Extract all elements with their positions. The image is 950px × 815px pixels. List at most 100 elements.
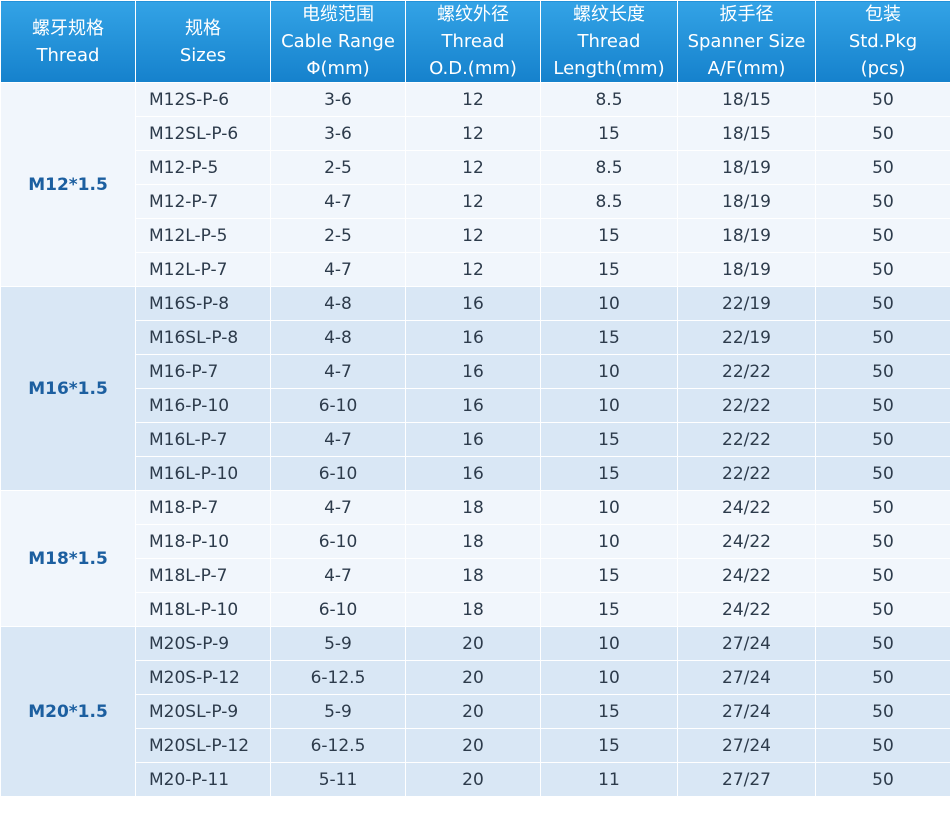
header-line: (pcs) [860,58,906,79]
model-cell: M18L-P-7 [135,558,271,593]
value-cell: 22/22 [677,354,816,389]
value-cell: 24/22 [677,524,816,559]
value-cell: 12 [405,252,541,287]
table-row: M20SL-P-12 6-12.5 20 15 27/24 50 [1,728,950,763]
header-line: 电缆范围 [302,4,374,25]
value-cell: 12 [405,82,541,117]
value-cell: 10 [540,490,678,525]
table-row: M16L-P-10 6-10 16 15 22/22 50 [1,456,950,491]
value-cell: 20 [405,694,541,729]
value-cell: 50 [815,558,950,593]
spec-table: 螺牙规格 Thread 规格 Sizes 电缆范围 Cable Range Φ(mm) 螺纹外… [0,0,950,797]
model-cell: M20-P-11 [135,762,271,797]
header-line: Spanner Size [687,31,806,52]
value-cell: 8.5 [540,184,678,219]
value-cell: 50 [815,184,950,219]
value-cell: 16 [405,388,541,423]
model-cell: M12-P-7 [135,184,271,219]
value-cell: 6-10 [270,592,406,627]
value-cell: 15 [540,320,678,355]
value-cell: 18 [405,558,541,593]
header-cell: 包装 Std.Pkg (pcs) [815,0,950,83]
table-row: M20-P-11 5-11 20 11 27/27 50 [1,762,950,797]
value-cell: 18/19 [677,218,816,253]
value-cell: 18/15 [677,116,816,151]
value-cell: 15 [540,218,678,253]
header-cell: 扳手径 Spanner Size A/F(mm) [677,0,816,83]
value-cell: 18/15 [677,82,816,117]
value-cell: 50 [815,626,950,661]
value-cell: 4-7 [270,184,406,219]
value-cell: 27/27 [677,762,816,797]
value-cell: 22/22 [677,388,816,423]
value-cell: 12 [405,150,541,185]
value-cell: 4-7 [270,354,406,389]
value-cell: 50 [815,116,950,151]
value-cell: 27/24 [677,728,816,763]
value-cell: 16 [405,354,541,389]
value-cell: 15 [540,422,678,457]
value-cell: 4-8 [270,320,406,355]
header-line: A/F(mm) [707,58,786,79]
value-cell: 15 [540,728,678,763]
value-cell: 50 [815,354,950,389]
value-cell: 6-10 [270,524,406,559]
header-cell: 螺纹外径 Thread O.D.(mm) [405,0,541,83]
value-cell: 5-9 [270,626,406,661]
table-row: M16*1.5 M16S-P-8 4-8 16 10 22/19 50 [0,286,950,491]
model-cell: M18L-P-10 [135,592,271,627]
model-cell: M18-P-10 [135,524,271,559]
table-row: M16SL-P-8 4-8 16 15 22/19 50 [1,320,950,355]
model-cell: M16SL-P-8 [135,320,271,355]
header-line: 螺纹长度 [573,4,645,25]
value-cell: 20 [405,728,541,763]
model-cell: M12L-P-5 [135,218,271,253]
value-cell: 16 [405,286,541,321]
value-cell: 16 [405,320,541,355]
value-cell: 15 [540,558,678,593]
value-cell: 16 [405,456,541,491]
value-cell: 12 [405,184,541,219]
thread-cell: M18*1.5 [0,490,136,627]
table-row: M18-P-10 6-10 18 10 24/22 50 [1,524,950,559]
table-row: M20SL-P-9 5-9 20 15 27/24 50 [1,694,950,729]
value-cell: 16 [405,422,541,457]
value-cell: 12 [405,218,541,253]
header-cell: 螺纹长度 Thread Length(mm) [540,0,678,83]
model-cell: M20S-P-9 [135,626,271,661]
header-row: 螺牙规格 Thread 规格 Sizes 电缆范围 Cable Range Φ(mm) 螺纹外… [0,0,950,83]
model-cell: M12SL-P-6 [135,116,271,151]
value-cell: 18 [405,592,541,627]
value-cell: 22/22 [677,422,816,457]
value-cell: 10 [540,626,678,661]
table-row: M12-P-5 2-5 12 8.5 18/19 50 [1,150,950,185]
value-cell: 2-5 [270,150,406,185]
model-cell: M16L-P-7 [135,422,271,457]
thread-cell: M12*1.5 [0,82,136,287]
header-line: Thread [441,31,505,52]
value-cell: 27/24 [677,626,816,661]
header-line: Std.Pkg [848,31,918,52]
value-cell: 50 [815,82,950,117]
value-cell: 50 [815,592,950,627]
header-cell: 螺牙规格 Thread [0,0,136,83]
value-cell: 6-10 [270,456,406,491]
header-line: Φ(mm) [306,58,370,79]
value-cell: 10 [540,524,678,559]
model-cell: M12S-P-6 [135,82,271,117]
value-cell: 18/19 [677,150,816,185]
value-cell: 20 [405,626,541,661]
header-line: O.D.(mm) [429,58,517,79]
value-cell: 22/19 [677,286,816,321]
value-cell: 50 [815,490,950,525]
value-cell: 18 [405,524,541,559]
value-cell: 15 [540,116,678,151]
table-row: M18L-P-10 6-10 18 15 24/22 50 [1,592,950,627]
value-cell: 22/19 [677,320,816,355]
value-cell: 15 [540,694,678,729]
header-line: 螺牙规格 [32,17,104,39]
value-cell: 50 [815,694,950,729]
header-line: 包装 [865,4,901,25]
table-row: M16-P-10 6-10 16 10 22/22 50 [1,388,950,423]
header-line: 扳手径 [719,4,774,25]
